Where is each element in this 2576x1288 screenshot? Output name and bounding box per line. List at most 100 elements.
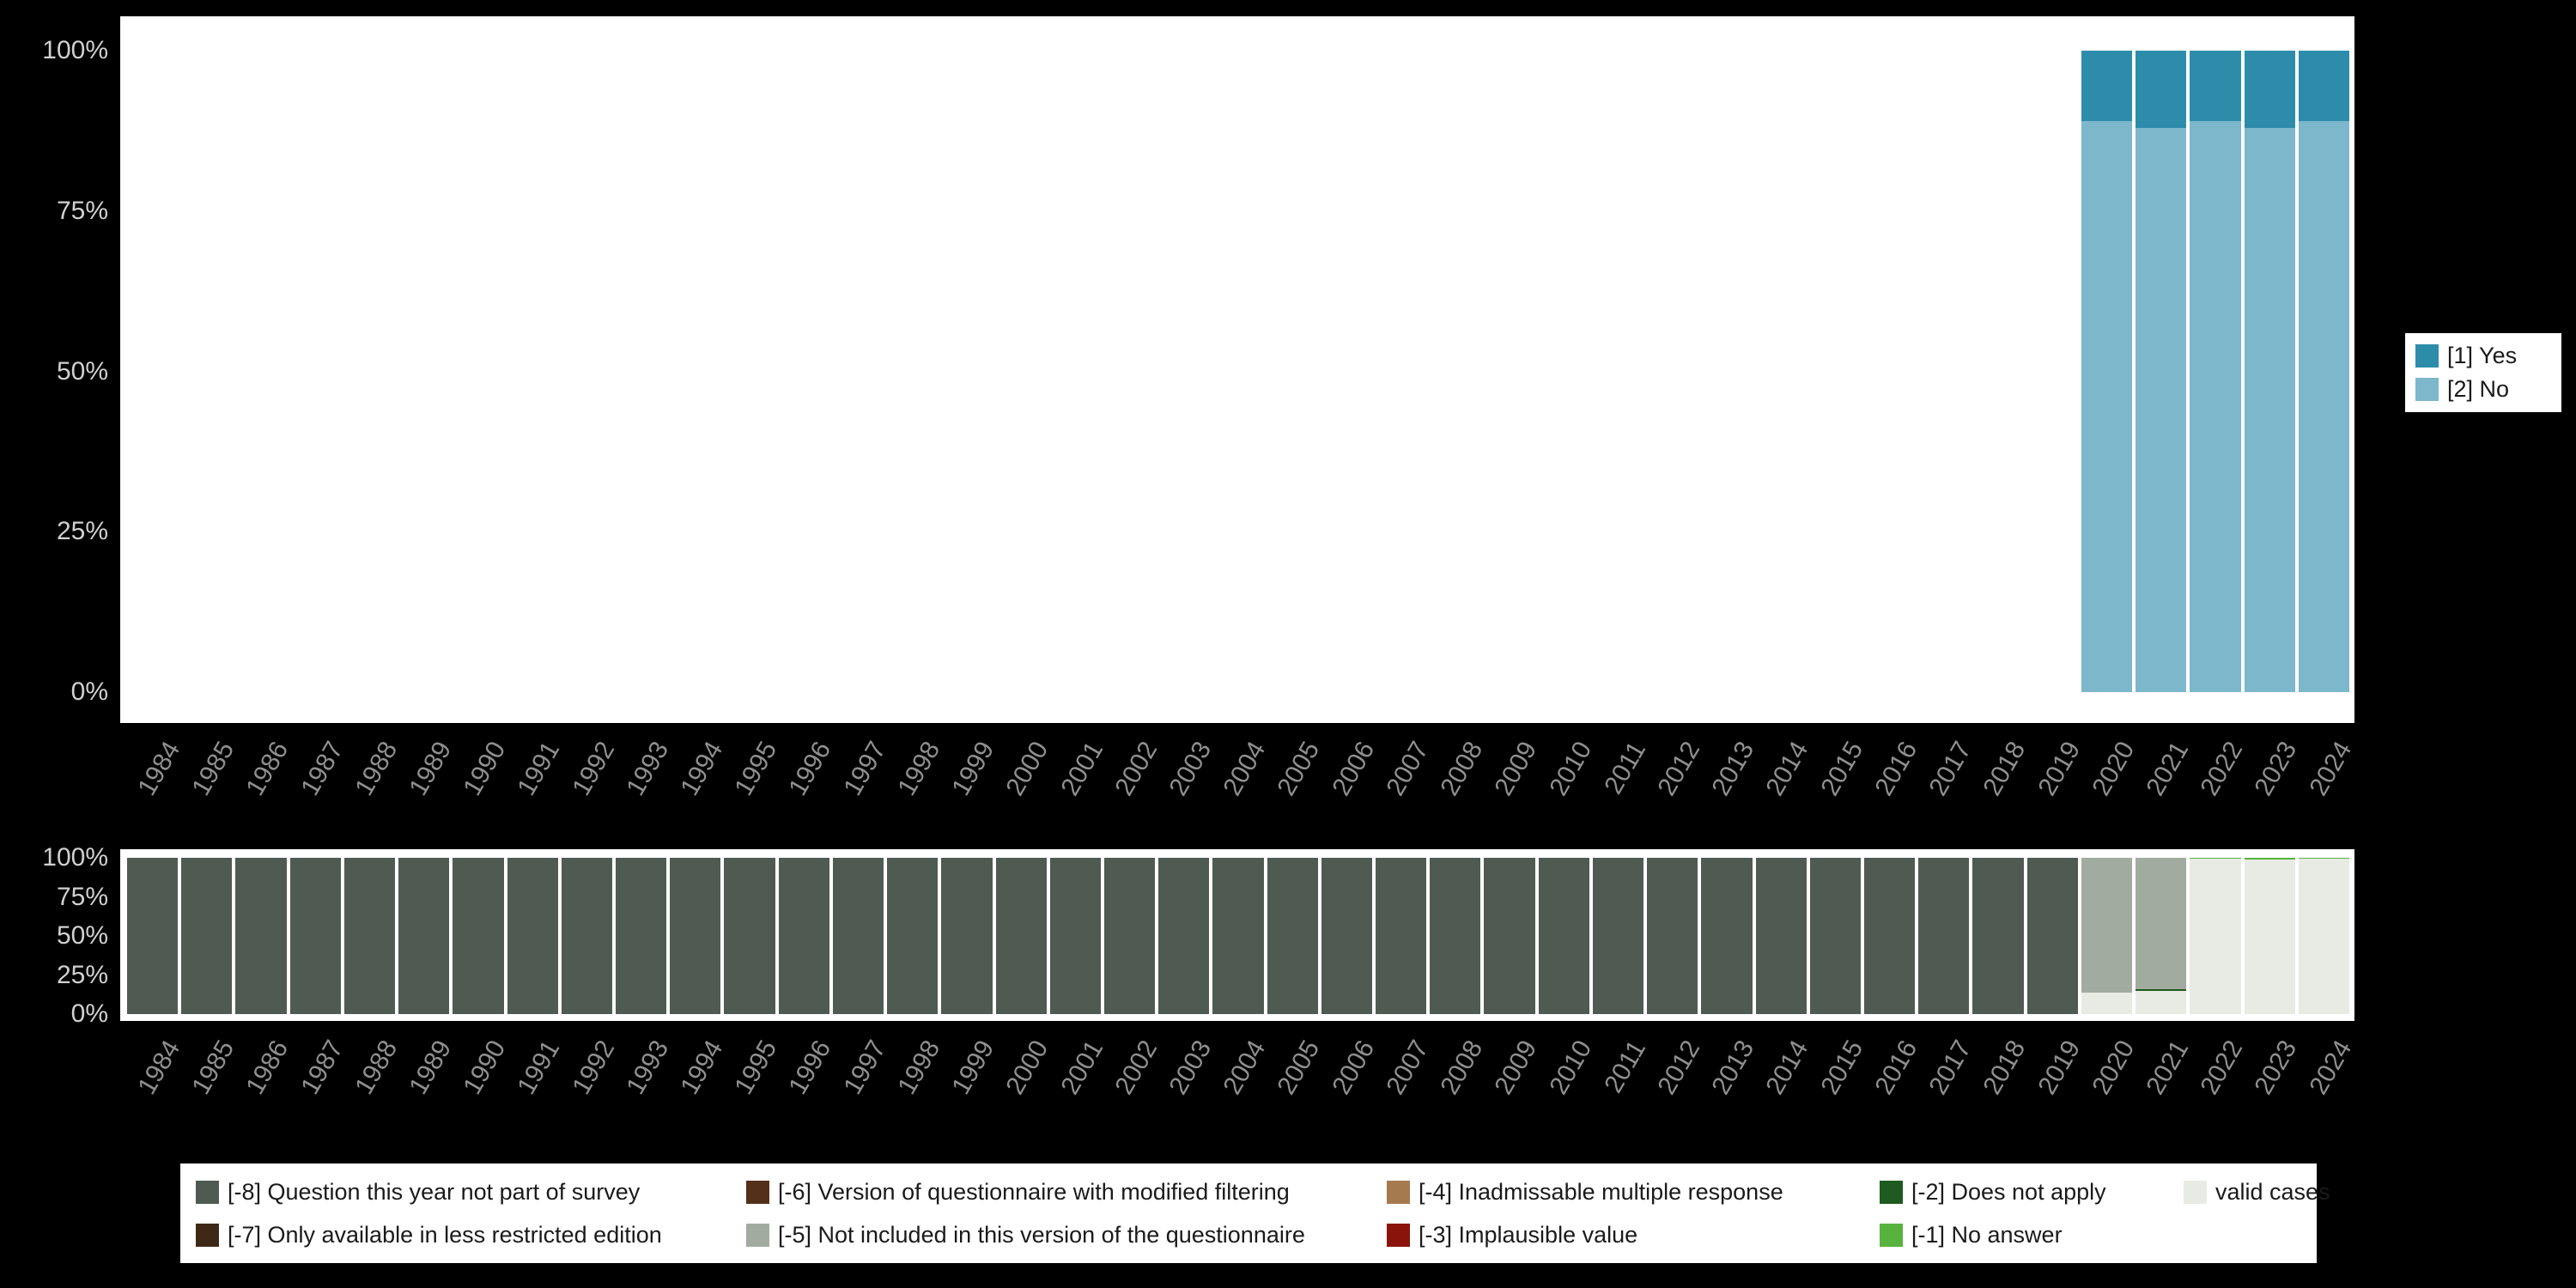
bar-responses-1993	[614, 51, 668, 692]
x-tick-label-2002: 2002	[1109, 1036, 1163, 1100]
x-tick-label-2003: 2003	[1163, 737, 1218, 801]
bar-missing-values-2016	[1862, 858, 1917, 1014]
bar-missing-values-2021	[2134, 858, 2188, 1014]
y-tick-label: 50%	[56, 921, 108, 950]
bar-segment-8-question-this-year-not-part-of-survey	[289, 858, 341, 1014]
bar-missing-values-1993	[614, 858, 668, 1014]
responses-legend: [1] Yes [2] No	[2405, 333, 2561, 412]
x-tick-label-2024: 2024	[2304, 737, 2357, 801]
bar-responses-1987	[289, 51, 343, 692]
bar-segment-2-no	[2298, 121, 2349, 692]
bar-segment-8-question-this-year-not-part-of-survey	[1484, 858, 1535, 1014]
bar-segment-8-question-this-year-not-part-of-survey	[1538, 858, 1589, 1014]
legend-swatch-1-yes	[2415, 344, 2439, 368]
bar-segment-1-no-answer	[2244, 858, 2295, 860]
x-tick-label-2014: 2014	[1760, 737, 1814, 801]
bar-segment-8-question-this-year-not-part-of-survey	[887, 858, 939, 1014]
legend-swatch-6-version-of-questionnaire-with-modified-filtering	[746, 1180, 769, 1204]
bar-responses-1988	[343, 51, 397, 692]
bar-missing-values-2015	[1808, 858, 1862, 1014]
bar-segment-8-question-this-year-not-part-of-survey	[1267, 858, 1318, 1014]
x-tick-label-1985: 1985	[186, 1036, 240, 1100]
legend-label: [-4] Inadmissable multiple response	[1419, 1178, 1783, 1205]
bar-responses-1986	[234, 51, 288, 692]
bar-segment-8-question-this-year-not-part-of-survey	[1755, 858, 1807, 1014]
bar-segment-8-question-this-year-not-part-of-survey	[1972, 858, 2024, 1014]
x-tick-label-2019: 2019	[2032, 1036, 2086, 1100]
bar-segment-8-question-this-year-not-part-of-survey	[343, 858, 396, 1014]
bar-segment-8-question-this-year-not-part-of-survey	[1647, 858, 1698, 1014]
bar-responses-2020	[2080, 51, 2134, 692]
bar-missing-values-1992	[560, 858, 614, 1014]
bar-responses-2005	[1266, 51, 1320, 692]
y-tick-label: 0%	[70, 677, 108, 706]
bar-responses-2013	[1699, 51, 1753, 692]
bar-segment-8-question-this-year-not-part-of-survey	[561, 858, 612, 1014]
legend-label: [-3] Implausible value	[1419, 1221, 1638, 1248]
bar-responses-2003	[1157, 51, 1211, 692]
legend-item-2-no: [2] No	[2415, 376, 2551, 403]
bar-responses-2009	[1482, 51, 1536, 692]
bar-segment-1-yes	[2298, 51, 2349, 122]
x-tick-label-2007: 2007	[1381, 1036, 1435, 1100]
x-tick-label-2010: 2010	[1543, 737, 1597, 801]
x-tick-label-2005: 2005	[1272, 1036, 1326, 1100]
bar-segment-8-question-this-year-not-part-of-survey	[398, 858, 450, 1014]
legend-swatch-4-inadmissable-multiple-response	[1387, 1180, 1410, 1204]
legend-label: [2] No	[2447, 376, 2510, 402]
y-tick-label: 25%	[56, 517, 108, 546]
x-tick-label-2002: 2002	[1109, 737, 1163, 801]
bar-missing-values-2011	[1591, 858, 1645, 1014]
bar-responses-1985	[179, 51, 234, 692]
bar-segment-8-question-this-year-not-part-of-survey	[1809, 858, 1861, 1014]
y-tick-label: 100%	[42, 36, 108, 64]
x-tick-label-2008: 2008	[1435, 1036, 1489, 1100]
x-tick-label-1994: 1994	[675, 1036, 729, 1100]
legend-item-3-implausible-value: [-3] Implausible value	[1387, 1222, 1880, 1249]
bar-segment-8-question-this-year-not-part-of-survey	[1049, 858, 1101, 1014]
x-tick-label-1995: 1995	[729, 737, 783, 801]
legend-label: [-1] No answer	[1911, 1221, 2063, 1248]
bar-responses-2001	[1048, 51, 1103, 692]
bar-missing-values-1984	[125, 858, 179, 1014]
bar-missing-values-2000	[994, 858, 1048, 1014]
x-tick-label-2022: 2022	[2195, 1036, 2249, 1100]
bar-segment-8-question-this-year-not-part-of-survey	[507, 858, 558, 1014]
bar-missing-values-2022	[2188, 858, 2242, 1014]
responses-bars	[125, 51, 2351, 692]
bar-responses-2018	[1971, 51, 2025, 692]
x-tick-label-2000: 2000	[1000, 737, 1054, 801]
responses-x-axis: 1984 1985 1986 1987 1988 1989 1990 1991 1992 1993…	[120, 728, 2357, 831]
x-tick-label-2012: 2012	[1652, 1036, 1706, 1100]
bar-responses-2004	[1211, 51, 1265, 692]
legend-item-4-inadmissable-multiple-response: [-4] Inadmissable multiple response	[1387, 1179, 1880, 1206]
legend-label: [-5] Not included in this version of the…	[778, 1221, 1305, 1248]
bar-segment-valid-cases	[2190, 858, 2241, 1014]
legend-item-6-version-of-questionnaire-with-modified-filtering: [-6] Version of questionnaire with modif…	[746, 1179, 1387, 1206]
x-tick-label-2003: 2003	[1163, 1036, 1218, 1100]
bar-responses-1996	[777, 51, 831, 692]
x-tick-label-2013: 2013	[1706, 737, 1760, 801]
x-tick-label-1987: 1987	[295, 737, 349, 801]
legend-item-1-yes: [1] Yes	[2415, 343, 2551, 369]
x-tick-label-2012: 2012	[1652, 737, 1706, 801]
responses-chart-panel	[120, 16, 2354, 723]
bar-segment-2-no	[2190, 121, 2241, 692]
legend-swatch-2-does-not-apply	[1880, 1180, 1903, 1204]
x-tick-label-1991: 1991	[512, 737, 566, 801]
bar-missing-values-2012	[1645, 858, 1699, 1014]
bar-segment-8-question-this-year-not-part-of-survey	[1103, 858, 1156, 1014]
bar-segment-8-question-this-year-not-part-of-survey	[670, 858, 721, 1014]
legend-swatch-7-only-available-in-less-restricted-edition	[196, 1223, 219, 1247]
x-tick-label-1993: 1993	[621, 1036, 675, 1100]
bar-responses-2012	[1645, 51, 1699, 692]
bar-missing-values-1998	[885, 858, 939, 1014]
legend-swatch-2-no	[2415, 378, 2439, 401]
x-tick-label-1988: 1988	[349, 1036, 404, 1100]
y-tick-label: 50%	[56, 356, 108, 386]
x-tick-label-2015: 2015	[1815, 737, 1868, 801]
bar-missing-values-1995	[722, 858, 776, 1014]
bar-segment-8-question-this-year-not-part-of-survey	[941, 858, 993, 1014]
bar-responses-2024	[2297, 51, 2351, 692]
